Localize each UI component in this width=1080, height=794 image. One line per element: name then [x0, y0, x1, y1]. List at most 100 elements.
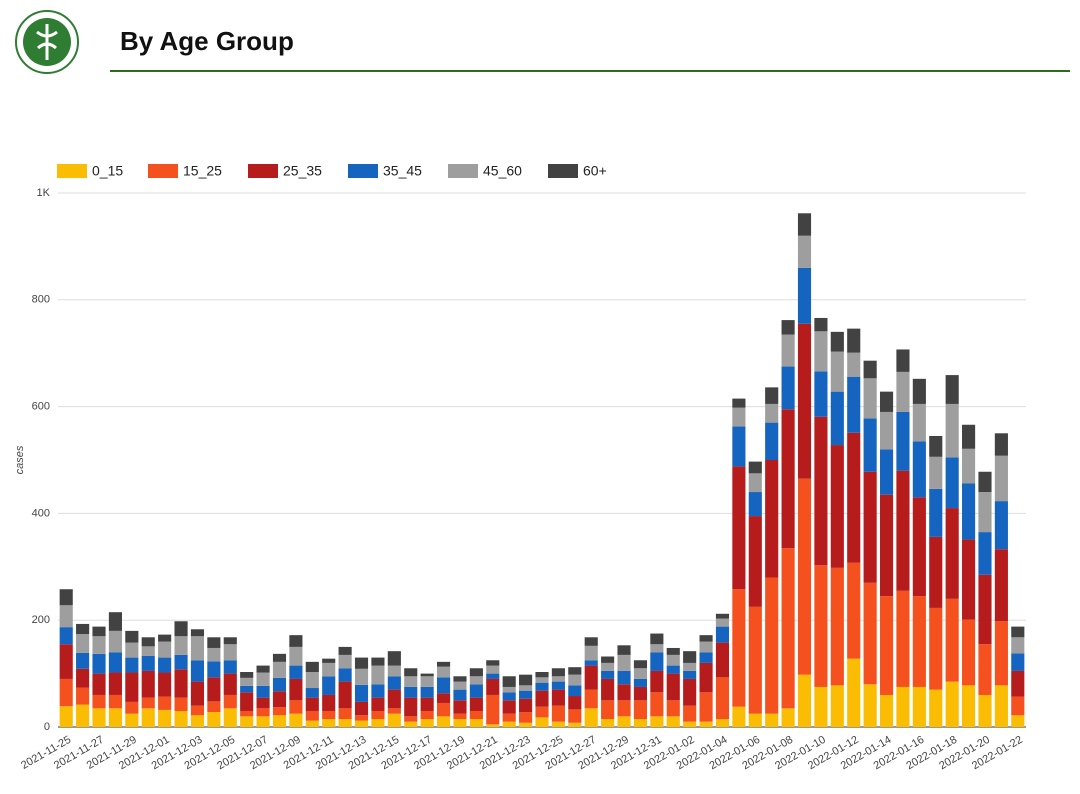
- bar-segment: [141, 670, 155, 698]
- bar-segment: [92, 626, 106, 637]
- bar-segment: [715, 677, 730, 719]
- bar-segment: [207, 661, 221, 678]
- bar-segment: [962, 685, 976, 727]
- bar-segment: [256, 685, 270, 698]
- bar-segment: [847, 328, 861, 353]
- legend-swatch: [57, 164, 87, 178]
- bar-segment: [453, 676, 467, 682]
- bar-segment: [158, 641, 172, 658]
- bar-segment: [453, 681, 467, 690]
- legend-label: 45_60: [483, 163, 522, 179]
- bar-segment: [76, 704, 90, 727]
- bar-segment: [912, 378, 926, 404]
- bar-segment: [797, 213, 812, 236]
- bar-segment: [1011, 637, 1025, 654]
- bar-segment: [436, 661, 451, 667]
- bar-segment: [519, 712, 533, 723]
- legend-swatch: [148, 164, 178, 178]
- bar-segment: [519, 685, 533, 691]
- bar-segment: [797, 235, 812, 268]
- legend-swatch: [548, 164, 578, 178]
- bar-segment: [847, 352, 861, 377]
- bar-segment: [453, 718, 467, 727]
- bar-segment: [404, 668, 418, 677]
- legend-swatch: [248, 164, 278, 178]
- bar-segment: [322, 710, 336, 719]
- bar-segment: [158, 672, 172, 697]
- bar-segment: [223, 660, 237, 674]
- bar-segment: [551, 668, 565, 677]
- bar-segment: [519, 674, 533, 686]
- bar-segment: [223, 637, 237, 645]
- bar-segment: [551, 721, 565, 727]
- bar-segment: [568, 722, 582, 727]
- bar-segment: [568, 685, 582, 697]
- bar-segment: [945, 403, 959, 458]
- bar-segment: [978, 471, 992, 493]
- bar-segment: [486, 724, 500, 727]
- bar-segment: [59, 605, 73, 628]
- bar-segment: [879, 694, 894, 727]
- bar-segment: [305, 697, 319, 711]
- bar-segment: [797, 267, 812, 324]
- legend-label: 35_45: [383, 163, 422, 179]
- bar-segment: [289, 635, 303, 647]
- bar-segment: [289, 713, 303, 727]
- bar-segment: [535, 682, 549, 691]
- bar-segment: [158, 634, 172, 642]
- bar-segment: [256, 716, 270, 727]
- bar-segment: [962, 483, 976, 540]
- bar-segment: [748, 473, 762, 493]
- bar-segment: [174, 697, 188, 711]
- bar-segment: [354, 720, 369, 727]
- bar-segment: [502, 692, 516, 701]
- bar-segment: [748, 516, 762, 607]
- legend-label: 0_15: [92, 163, 123, 179]
- bar-segment: [354, 701, 369, 716]
- bar-segment: [322, 718, 336, 727]
- bar-segment: [272, 707, 287, 716]
- bar-segment: [633, 700, 648, 719]
- bar-segment: [912, 403, 926, 442]
- bar-segment: [945, 508, 959, 599]
- bar-segment: [338, 646, 352, 655]
- bar-segment: [108, 630, 122, 653]
- bar-segment: [584, 660, 598, 666]
- bar-segment: [289, 700, 303, 714]
- bar-segment: [338, 668, 352, 682]
- bar-segment: [617, 716, 631, 727]
- bar-segment: [781, 548, 795, 709]
- bar-segment: [469, 710, 483, 719]
- bar-segment: [699, 721, 713, 727]
- bar-segment: [371, 657, 385, 666]
- bar-segment: [158, 709, 172, 727]
- bar-segment: [617, 645, 631, 655]
- bar-segment: [929, 689, 943, 727]
- bar-segment: [584, 708, 598, 727]
- bar-segment: [240, 692, 254, 711]
- bar-segment: [338, 708, 352, 719]
- bar-segment: [683, 662, 697, 671]
- bar-segment: [863, 582, 877, 685]
- bar-segment: [486, 660, 500, 666]
- bar-segment: [929, 435, 943, 457]
- bar-segment: [354, 668, 369, 685]
- bar-segment: [978, 532, 992, 575]
- bar-segment: [190, 705, 205, 716]
- bar-segment: [223, 694, 237, 709]
- bar-segment: [59, 627, 73, 645]
- bar-segment: [765, 460, 779, 578]
- bar-segment: [929, 488, 943, 537]
- bar-segment: [436, 666, 451, 678]
- bar-segment: [108, 694, 122, 709]
- bar-segment: [978, 644, 992, 695]
- bar-segment: [174, 621, 188, 637]
- bar-segment: [453, 700, 467, 714]
- bar-segment: [1011, 696, 1025, 716]
- bar-segment: [387, 676, 401, 690]
- bar-segment: [814, 416, 828, 566]
- bar-segment: [945, 375, 959, 404]
- bar-segment: [601, 718, 615, 727]
- bar-segment: [486, 678, 500, 695]
